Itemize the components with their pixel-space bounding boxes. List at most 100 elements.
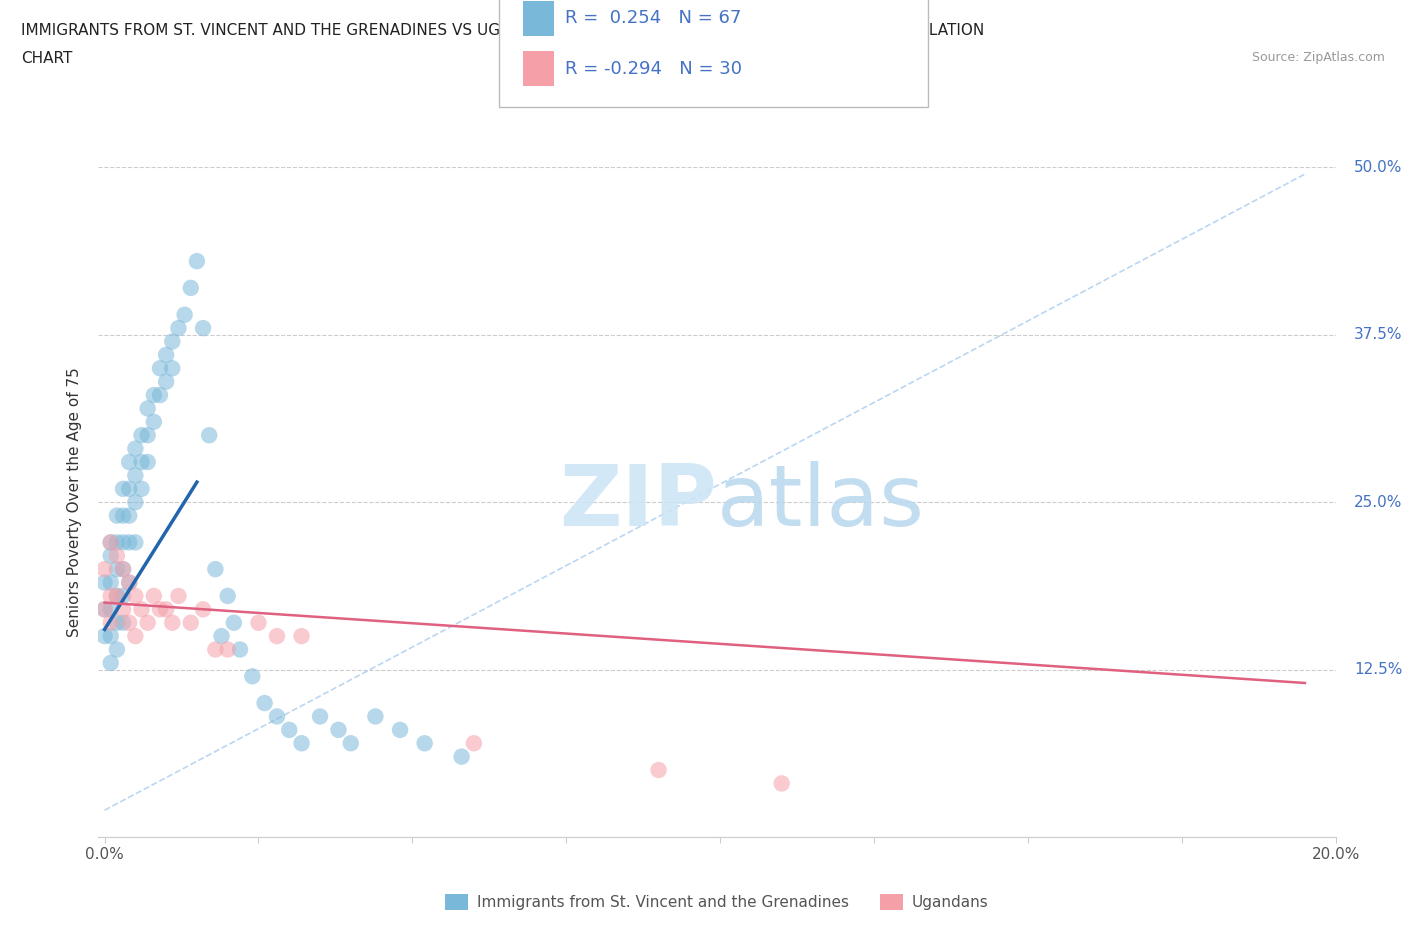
Text: R = -0.294   N = 30: R = -0.294 N = 30 xyxy=(565,60,742,77)
Point xyxy=(167,321,190,336)
Text: 37.5%: 37.5% xyxy=(1354,327,1403,342)
Point xyxy=(100,602,122,617)
Point xyxy=(112,562,135,577)
Point xyxy=(112,616,135,631)
Legend: Immigrants from St. Vincent and the Grenadines, Ugandans: Immigrants from St. Vincent and the Gren… xyxy=(439,888,995,916)
Point xyxy=(105,642,128,657)
Point xyxy=(413,736,436,751)
Point xyxy=(191,321,214,336)
Point xyxy=(229,642,252,657)
Point xyxy=(118,575,141,590)
Point xyxy=(112,602,135,617)
Text: 12.5%: 12.5% xyxy=(1354,662,1403,677)
Point xyxy=(131,455,153,470)
Point xyxy=(100,616,122,631)
Point xyxy=(191,602,214,617)
Point xyxy=(100,535,122,550)
Point xyxy=(93,562,115,577)
Point xyxy=(124,535,146,550)
Point xyxy=(204,642,226,657)
Point xyxy=(93,602,115,617)
Point xyxy=(93,629,115,644)
Point xyxy=(112,535,135,550)
Point xyxy=(247,616,270,631)
Point xyxy=(136,401,159,416)
Text: R =  0.254   N = 67: R = 0.254 N = 67 xyxy=(565,9,741,27)
Point xyxy=(463,736,485,751)
Point xyxy=(217,589,239,604)
Text: 25.0%: 25.0% xyxy=(1354,495,1403,510)
Point xyxy=(155,602,177,617)
Point xyxy=(105,616,128,631)
Point xyxy=(770,776,793,790)
Point xyxy=(100,575,122,590)
Point xyxy=(118,616,141,631)
Point xyxy=(180,616,202,631)
Point xyxy=(278,723,301,737)
Point xyxy=(149,388,172,403)
Point xyxy=(100,549,122,564)
Point xyxy=(173,307,195,322)
Point xyxy=(100,535,122,550)
Point xyxy=(105,562,128,577)
Text: 50.0%: 50.0% xyxy=(1354,160,1403,175)
Point xyxy=(340,736,363,751)
Point xyxy=(167,589,190,604)
Point xyxy=(105,589,128,604)
Point xyxy=(328,723,350,737)
Point xyxy=(266,629,288,644)
Text: atlas: atlas xyxy=(717,460,925,544)
Point xyxy=(136,616,159,631)
Point xyxy=(118,508,141,523)
Point xyxy=(222,616,245,631)
Point xyxy=(450,750,472,764)
Point xyxy=(118,535,141,550)
Point xyxy=(162,334,184,349)
Point xyxy=(309,709,332,724)
Point xyxy=(124,589,146,604)
Point xyxy=(112,508,135,523)
Point xyxy=(136,455,159,470)
Point xyxy=(155,348,177,363)
Point xyxy=(112,589,135,604)
Text: Source: ZipAtlas.com: Source: ZipAtlas.com xyxy=(1251,51,1385,64)
Point xyxy=(118,575,141,590)
Point xyxy=(131,482,153,497)
Point xyxy=(118,455,141,470)
Point xyxy=(364,709,387,724)
Point xyxy=(124,441,146,456)
Point xyxy=(105,549,128,564)
Point xyxy=(186,254,208,269)
Point xyxy=(118,482,141,497)
Point xyxy=(100,656,122,671)
Point xyxy=(100,629,122,644)
Point xyxy=(162,361,184,376)
Point xyxy=(149,602,172,617)
Point xyxy=(290,736,312,751)
Point xyxy=(162,616,184,631)
Point xyxy=(93,602,115,617)
Text: ZIP: ZIP xyxy=(560,460,717,544)
Text: CHART: CHART xyxy=(21,51,73,66)
Point xyxy=(100,589,122,604)
Point xyxy=(198,428,221,443)
Point xyxy=(112,562,135,577)
Point xyxy=(266,709,288,724)
Point xyxy=(211,629,233,644)
Point xyxy=(112,482,135,497)
Point xyxy=(131,428,153,443)
Point xyxy=(105,508,128,523)
Point xyxy=(180,281,202,296)
Point xyxy=(240,669,263,684)
Point xyxy=(290,629,312,644)
Y-axis label: Seniors Poverty Over the Age of 75: Seniors Poverty Over the Age of 75 xyxy=(67,367,83,637)
Point xyxy=(142,589,165,604)
Point xyxy=(105,589,128,604)
Point xyxy=(149,361,172,376)
Point xyxy=(389,723,412,737)
Point xyxy=(217,642,239,657)
Point xyxy=(142,388,165,403)
Point xyxy=(204,562,226,577)
Point xyxy=(155,374,177,389)
Point xyxy=(105,535,128,550)
